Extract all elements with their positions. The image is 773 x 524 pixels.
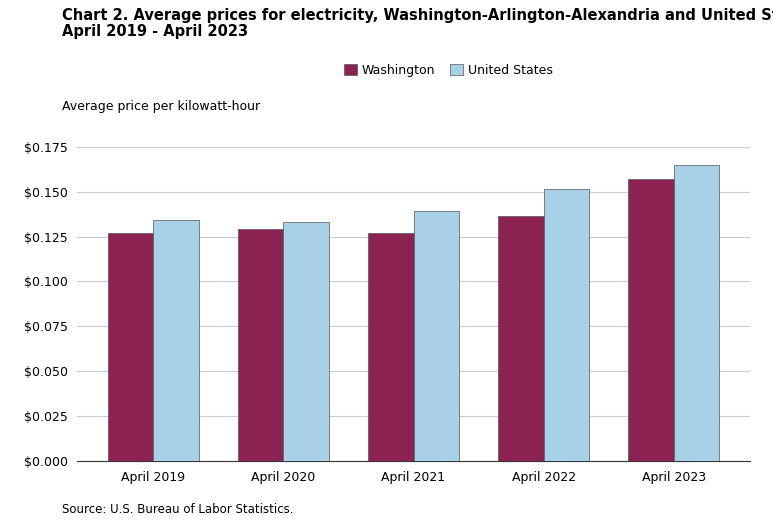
Legend: Washington, United States: Washington, United States bbox=[339, 59, 557, 82]
Bar bbox=[368, 233, 414, 461]
Bar bbox=[628, 179, 674, 461]
Bar bbox=[674, 165, 719, 461]
Bar bbox=[414, 211, 459, 461]
Bar bbox=[153, 220, 199, 461]
Text: Average price per kilowatt-hour: Average price per kilowatt-hour bbox=[62, 100, 260, 113]
Text: Chart 2. Average prices for electricity, Washington-Arlington-Alexandria and Uni: Chart 2. Average prices for electricity,… bbox=[62, 8, 773, 23]
Bar bbox=[543, 189, 589, 461]
Bar bbox=[238, 229, 284, 461]
Bar bbox=[498, 216, 543, 461]
Bar bbox=[284, 222, 329, 461]
Text: April 2019 - April 2023: April 2019 - April 2023 bbox=[62, 24, 248, 39]
Text: Source: U.S. Bureau of Labor Statistics.: Source: U.S. Bureau of Labor Statistics. bbox=[62, 503, 293, 516]
Bar bbox=[108, 233, 153, 461]
